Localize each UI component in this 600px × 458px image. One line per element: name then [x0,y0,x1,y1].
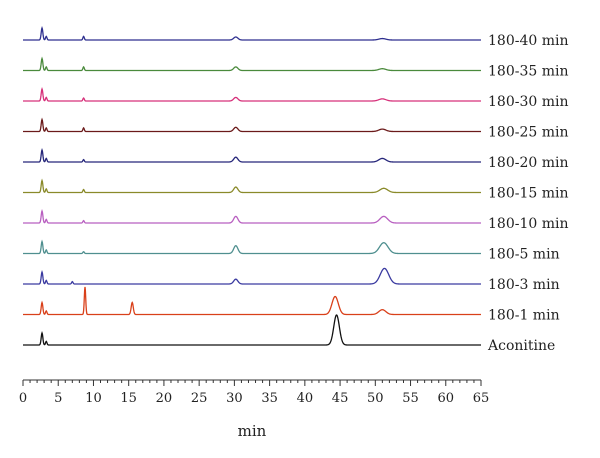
x-tick-label: 45 [332,391,349,406]
trace-8 [23,267,481,285]
trace-9 [23,286,481,316]
trace-label-3: 180-25 min [488,125,569,141]
trace-3 [23,117,481,133]
x-tick-label: 5 [54,391,62,406]
trace-label-0: 180-40 min [488,33,569,49]
trace-label-10: Aconitine [487,338,555,354]
x-ticks-group: 0 5 10 15 20 25 30 35 40 45 50 55 60 65 [19,380,489,406]
x-tick-label: 50 [367,391,384,406]
trace-1 [23,56,481,72]
traces-group [23,26,481,346]
trace-2 [23,87,481,102]
x-tick-label: 35 [261,391,278,406]
trace-label-5: 180-15 min [488,186,569,202]
x-tick-label: 20 [156,391,173,406]
x-tick-label: 30 [226,391,243,406]
trace-5 [23,178,481,194]
trace-0 [23,26,481,41]
x-tick-label: 60 [437,391,454,406]
x-tick-label: 10 [85,391,102,406]
x-tick-label: 0 [19,391,27,406]
trace-7 [23,239,481,255]
x-tick-label: 15 [120,391,137,406]
x-tick-label: 25 [191,391,208,406]
trace-label-8: 180-3 min [488,277,560,293]
x-axis-title: min [238,422,267,440]
trace-4 [23,148,481,163]
x-tick-label: 65 [473,391,490,406]
trace-labels-group: 180-40 min 180-35 min 180-30 min 180-25 min… [487,33,569,354]
x-tick-label: 55 [402,391,419,406]
trace-label-2: 180-30 min [488,94,569,110]
trace-6 [23,209,481,224]
trace-label-4: 180-20 min [488,155,569,171]
trace-label-6: 180-10 min [488,216,569,232]
x-tick-label: 40 [297,391,314,406]
trace-label-9: 180-1 min [488,308,560,324]
trace-10 [23,314,481,346]
trace-label-7: 180-5 min [488,247,560,263]
trace-label-1: 180-35 min [488,64,569,80]
